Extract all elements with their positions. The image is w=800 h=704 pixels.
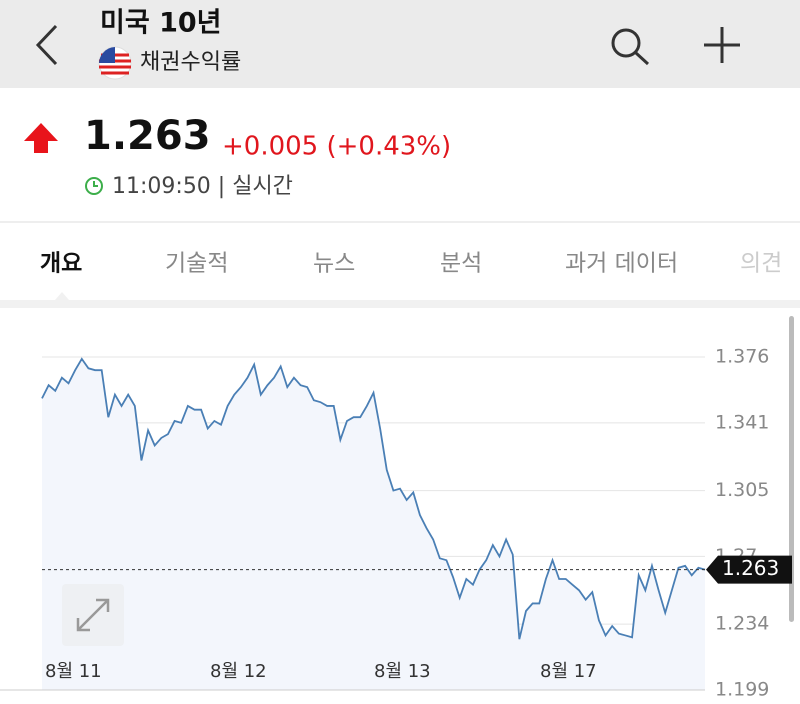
price: 1.263 bbox=[84, 113, 211, 159]
y-tick-label: 1.341 bbox=[715, 411, 769, 433]
up-arrow bbox=[24, 123, 58, 153]
expand-button[interactable] bbox=[62, 584, 124, 646]
us-flag bbox=[98, 46, 132, 80]
tab[interactable]: 뉴스 bbox=[313, 251, 355, 277]
separator bbox=[0, 300, 800, 308]
x-tick-label: 8월 17 bbox=[540, 661, 597, 682]
add-button[interactable] bbox=[704, 27, 740, 63]
tab-bar: 개요 기술적 뉴스 분석 과거 데이터 의견 bbox=[40, 251, 782, 277]
current-box bbox=[706, 555, 792, 584]
title: 미국 10년 bbox=[100, 8, 222, 39]
x-tick-label: 8월 12 bbox=[210, 661, 267, 682]
y-tick-label: 1.305 bbox=[715, 479, 769, 501]
line bbox=[41, 357, 706, 640]
subtitle: 채권수익률 bbox=[140, 50, 241, 75]
area bbox=[42, 358, 705, 690]
top-bar bbox=[0, 0, 800, 88]
tab[interactable]: 과거 데이터 bbox=[565, 251, 678, 277]
current-label: 1.263 bbox=[722, 556, 779, 580]
tab[interactable]: 개요 bbox=[40, 251, 82, 277]
y-tick-label: 1.376 bbox=[715, 346, 769, 368]
tab[interactable]: 기술적 bbox=[165, 251, 228, 277]
y-tick-label: 1.234 bbox=[715, 613, 769, 635]
tab[interactable]: 의견 bbox=[740, 251, 782, 277]
back-button[interactable] bbox=[35, 24, 58, 66]
tab[interactable]: 분석 bbox=[440, 251, 482, 277]
search-button[interactable] bbox=[611, 28, 650, 66]
y-tick-label: 1.199 bbox=[715, 679, 769, 701]
clock-icon bbox=[85, 177, 103, 195]
scrollbar bbox=[789, 316, 794, 622]
time: 11:09:50 | 실시간 bbox=[112, 174, 293, 199]
price-change: +0.005 (+0.43%) bbox=[222, 132, 451, 162]
x-tick-label: 8월 13 bbox=[374, 661, 431, 682]
x-tick-label: 8월 11 bbox=[45, 661, 102, 682]
tab-indicator bbox=[55, 292, 69, 300]
